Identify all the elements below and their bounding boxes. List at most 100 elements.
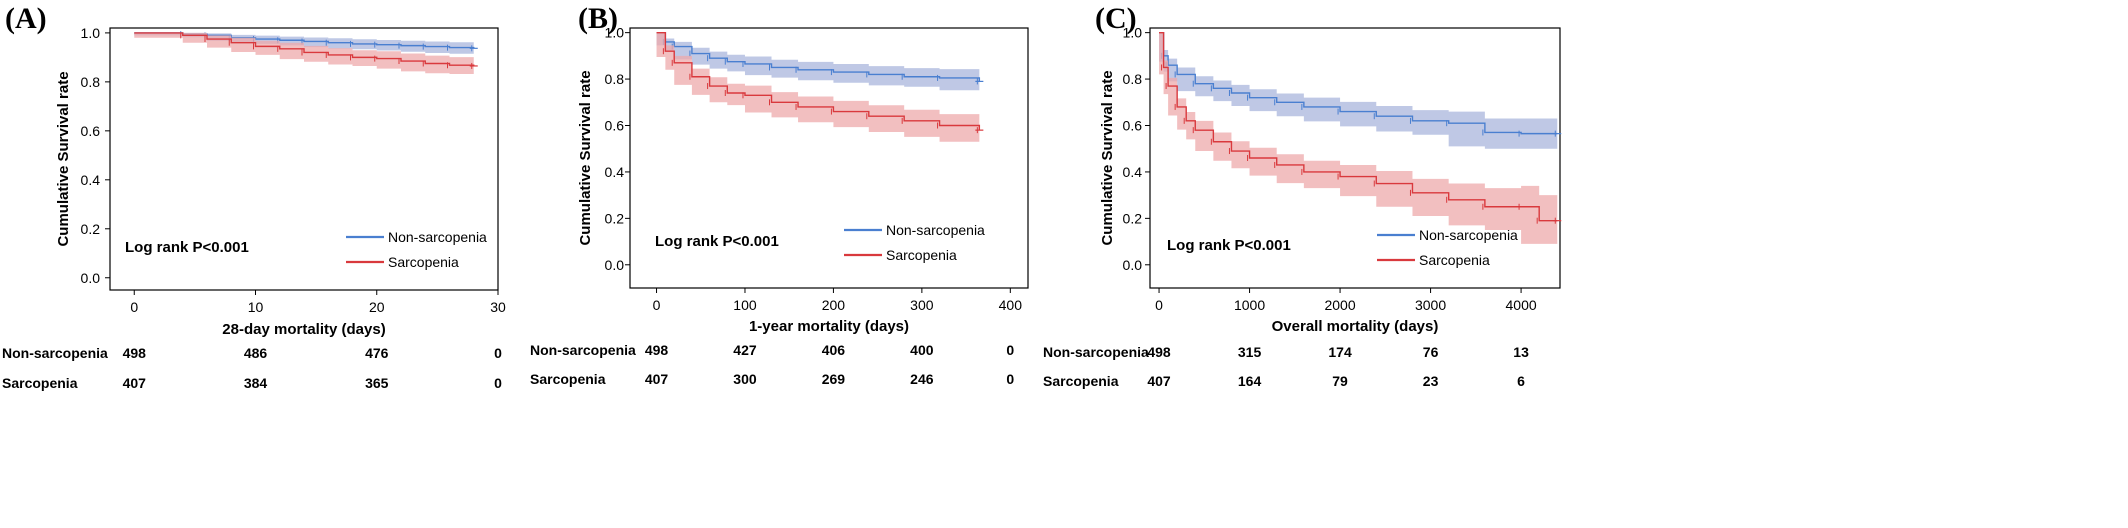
panel-label: (C) <box>1095 2 1137 35</box>
y-axis-title: Cumulative Survival rate <box>577 70 594 245</box>
panel-label: (A) <box>5 2 47 35</box>
x-tick-label: 0 <box>653 297 661 313</box>
risk-count: 400 <box>910 342 934 358</box>
y-tick-label: 1.0 <box>1123 25 1143 41</box>
risk-row-label: Non-sarcopenia <box>2 345 108 361</box>
risk-count: 13 <box>1513 344 1529 360</box>
y-tick-label: 0.4 <box>1123 164 1143 180</box>
y-axis-title: Cumulative Survival rate <box>1099 70 1116 245</box>
legend-label-non-sarcopenia: Non-sarcopenia <box>886 222 985 238</box>
x-tick-label: 3000 <box>1415 297 1446 313</box>
legend: Non-sarcopenia Sarcopenia <box>1377 227 1518 268</box>
risk-row-label: Non-sarcopenia <box>530 342 636 358</box>
y-axis-title: Cumulative Survival rate <box>55 71 72 246</box>
risk-count: 498 <box>1147 344 1171 360</box>
risk-count: 174 <box>1328 344 1352 360</box>
risk-count: 6 <box>1517 373 1525 389</box>
legend: Non-sarcopenia Sarcopenia <box>844 222 985 263</box>
risk-count: 407 <box>123 375 147 391</box>
risk-table: Non-sarcopenia 498 486 476 0 Sarcopenia 407 384… <box>2 345 502 391</box>
legend-label-sarcopenia: Sarcopenia <box>1419 252 1490 268</box>
y-tick-label: 0.4 <box>81 172 101 188</box>
km-panel-c: (C) 0.0 0.2 0.4 0.6 0.8 1.0 0 1000 2000 3000 4000 Cu… <box>1043 2 1562 389</box>
risk-row-label: Non-sarcopenia <box>1043 344 1149 360</box>
plot-frame <box>1149 27 1561 289</box>
plot-frame <box>109 27 499 291</box>
risk-count: 406 <box>822 342 846 358</box>
risk-row-label: Sarcopenia <box>1043 373 1119 389</box>
x-axis-title: Overall mortality (days) <box>1272 318 1439 335</box>
y-tick-label: 0.2 <box>605 210 625 226</box>
risk-count: 0 <box>494 345 502 361</box>
legend-label-non-sarcopenia: Non-sarcopenia <box>388 229 487 245</box>
x-tick-label: 100 <box>733 297 757 313</box>
legend: Non-sarcopenia Sarcopenia <box>346 229 487 270</box>
risk-count: 476 <box>365 345 389 361</box>
non-sarcopenia-survival-curve <box>656 31 981 82</box>
non-sarcopenia-ci-band <box>656 32 980 91</box>
sarcopenia-ci-band <box>1159 32 1558 244</box>
x-tick-label: 10 <box>248 299 264 315</box>
x-axis-title: 1-year mortality (days) <box>749 318 909 335</box>
x-tick-label: 400 <box>999 297 1023 313</box>
y-tick-label: 1.0 <box>605 25 625 41</box>
y-tick-label: 0.6 <box>81 123 101 139</box>
y-tick-label: 0.0 <box>1123 257 1143 273</box>
non-sarcopenia-survival-curve <box>1159 31 1558 135</box>
risk-count: 407 <box>645 371 669 387</box>
y-tick-label: 1.0 <box>81 25 101 41</box>
y-tick-label: 0.2 <box>81 221 101 237</box>
risk-count: 365 <box>365 375 389 391</box>
x-axis-title: 28-day mortality (days) <box>222 321 385 338</box>
risk-count: 0 <box>1006 342 1014 358</box>
x-tick-label: 300 <box>910 297 934 313</box>
sarcopenia-survival-curve <box>1159 31 1558 222</box>
y-tick-label: 0.6 <box>605 118 625 134</box>
x-tick-label: 30 <box>490 299 506 315</box>
risk-count: 269 <box>822 371 846 387</box>
risk-count: 427 <box>733 342 757 358</box>
logrank-annotation: Log rank P<0.001 <box>655 233 779 250</box>
sarcopenia-ci-band <box>656 32 980 142</box>
x-tick-label: 0 <box>130 299 138 315</box>
logrank-annotation: Log rank P<0.001 <box>1167 237 1291 254</box>
x-tick-label: 200 <box>822 297 846 313</box>
legend-label-sarcopenia: Sarcopenia <box>886 247 957 263</box>
sarcopenia-survival-curve <box>134 32 475 66</box>
y-tick-label: 0.2 <box>1123 210 1143 226</box>
y-tick-label: 0.8 <box>605 71 625 87</box>
risk-count: 315 <box>1238 344 1262 360</box>
x-tick-label: 1000 <box>1234 297 1265 313</box>
risk-table: Non-sarcopenia 498 427 406 400 0 Sarcopenia 407… <box>530 342 1014 387</box>
legend-label-sarcopenia: Sarcopenia <box>388 254 459 270</box>
risk-count: 498 <box>123 345 147 361</box>
x-tick-label: 2000 <box>1324 297 1355 313</box>
sarcopenia-ci-band <box>134 32 474 75</box>
risk-count: 384 <box>244 375 268 391</box>
y-tick-label: 0.0 <box>81 270 101 286</box>
x-tick-label: 20 <box>369 299 385 315</box>
risk-count: 486 <box>244 345 268 361</box>
km-panel-b: (B) 0.0 0.2 0.4 0.6 0.8 1.0 0 100 200 300 400 Cumula… <box>530 2 1029 387</box>
sarcopenia-survival-curve <box>656 31 981 131</box>
risk-count: 164 <box>1238 373 1262 389</box>
risk-count: 0 <box>494 375 502 391</box>
x-tick-label: 0 <box>1155 297 1163 313</box>
y-tick-label: 0.4 <box>605 164 625 180</box>
legend-label-non-sarcopenia: Non-sarcopenia <box>1419 227 1518 243</box>
risk-count: 23 <box>1423 373 1439 389</box>
risk-count: 300 <box>733 371 757 387</box>
y-tick-label: 0.6 <box>1123 118 1143 134</box>
risk-count: 498 <box>645 342 669 358</box>
risk-count: 0 <box>1006 371 1014 387</box>
risk-count: 407 <box>1147 373 1171 389</box>
panel-label: (B) <box>578 2 618 35</box>
plot-frame <box>629 27 1029 289</box>
risk-row-label: Sarcopenia <box>530 371 606 387</box>
y-tick-label: 0.8 <box>1123 71 1143 87</box>
risk-count: 76 <box>1423 344 1439 360</box>
y-tick-label: 0.0 <box>605 257 625 273</box>
risk-count: 79 <box>1332 373 1348 389</box>
